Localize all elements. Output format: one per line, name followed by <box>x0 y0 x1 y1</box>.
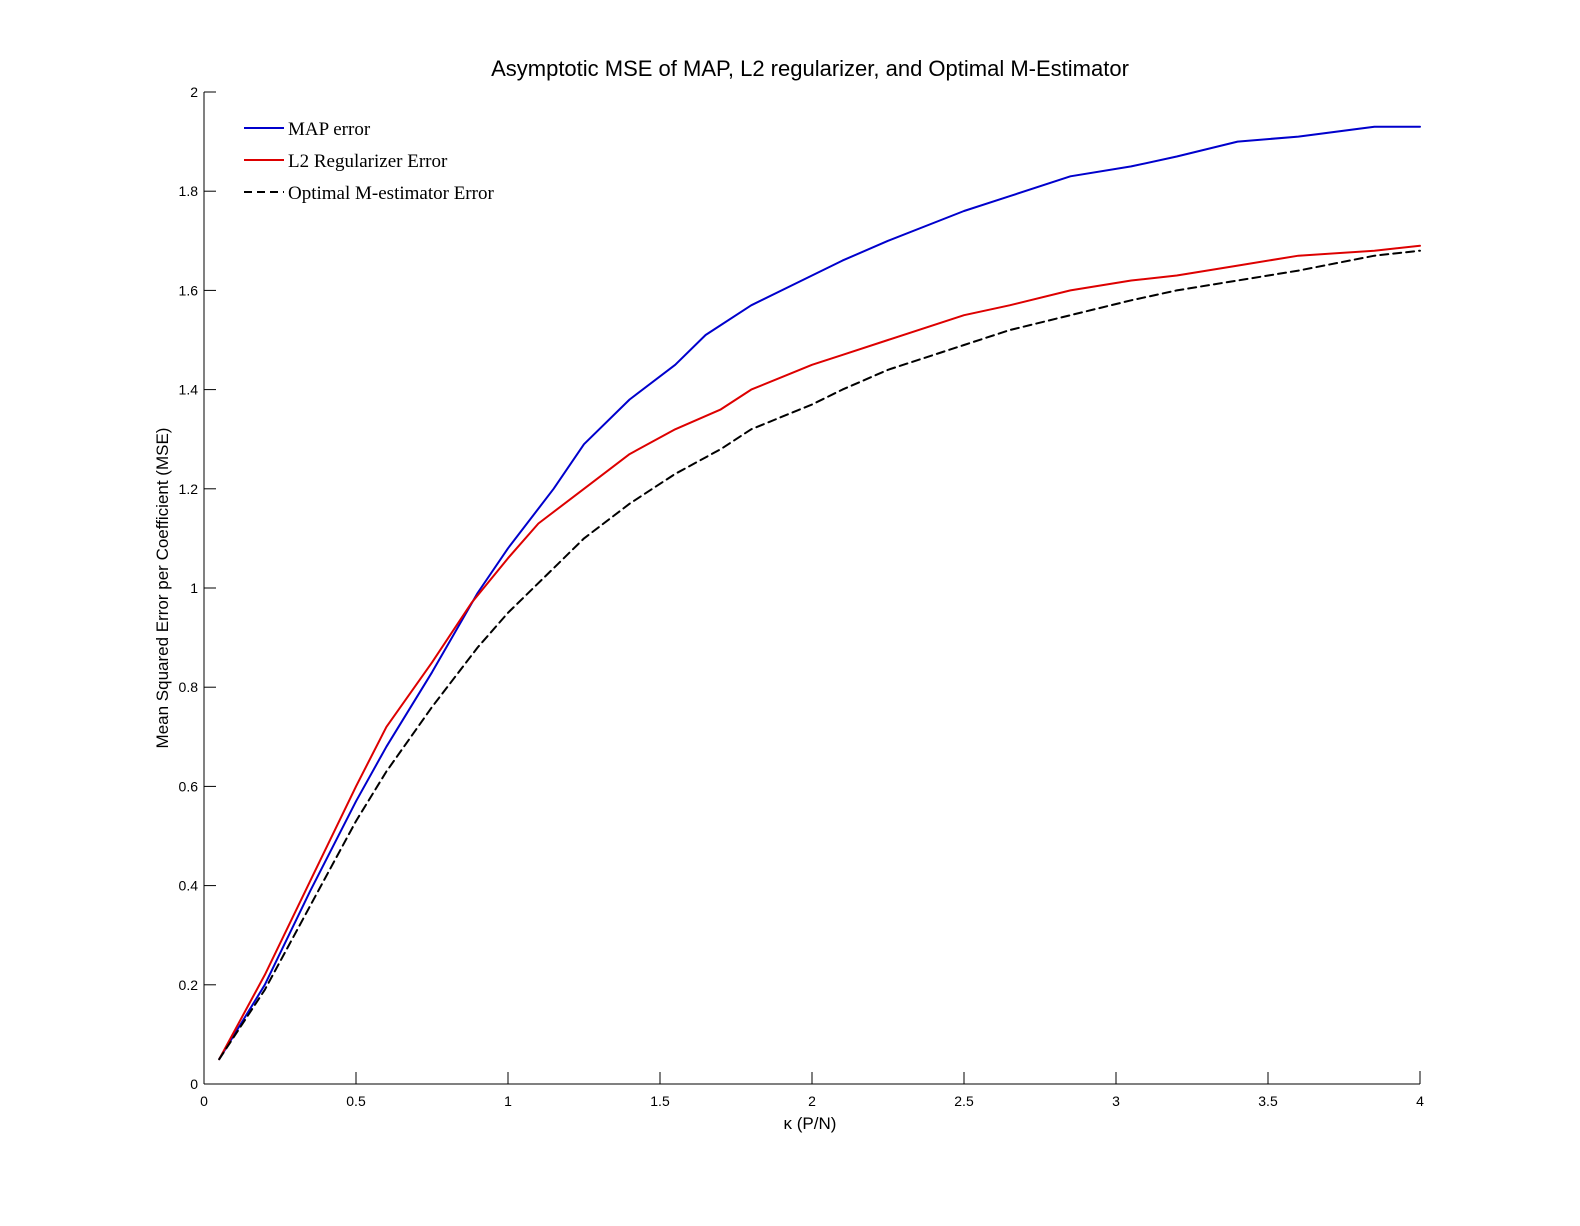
x-tick-label: 4 <box>1416 1093 1424 1109</box>
x-tick-label: 3 <box>1112 1093 1120 1109</box>
y-tick-label: 2 <box>190 84 198 100</box>
y-axis-title: Mean Squared Error per Coefficient (MSE) <box>153 428 172 749</box>
legend-label: L2 Regularizer Error <box>288 151 448 172</box>
x-axis-title: κ (P/N) <box>784 1114 837 1133</box>
y-tick-label: 0 <box>190 1076 198 1092</box>
y-tick-label: 0.6 <box>179 778 199 794</box>
x-tick-label: 0.5 <box>346 1093 366 1109</box>
x-tick-label: 0 <box>200 1093 208 1109</box>
y-tick-label: 1.2 <box>179 481 199 497</box>
y-tick-label: 1 <box>190 580 198 596</box>
legend-label: Optimal M-estimator Error <box>288 183 494 204</box>
y-tick-label: 0.2 <box>179 977 199 993</box>
legend-label: MAP error <box>288 119 371 140</box>
x-tick-label: 1.5 <box>650 1093 670 1109</box>
y-axis-ticks: 0 0.2 0.4 0.6 0.8 1 1.2 1.4 1.6 1.8 2 <box>179 84 216 1092</box>
y-tick-label: 0.4 <box>179 878 199 894</box>
y-tick-label: 1.6 <box>179 282 199 298</box>
chart-title: Asymptotic MSE of MAP, L2 regularizer, a… <box>491 56 1129 81</box>
y-tick-label: 0.8 <box>179 679 199 695</box>
x-tick-label: 2.5 <box>954 1093 974 1109</box>
y-tick-label: 1.4 <box>179 382 199 398</box>
x-axis-ticks: 0 0.5 1 1.5 2 2.5 3 3.5 4 <box>200 1072 1424 1109</box>
series-line-3 <box>218 249 1421 1061</box>
x-tick-label: 3.5 <box>1258 1093 1278 1109</box>
series-line-1 <box>218 125 1421 1061</box>
series-line-2 <box>218 244 1421 1061</box>
legend: MAP error L2 Regularizer Error Optimal M-e… <box>244 119 494 204</box>
series-layer <box>218 125 1421 1061</box>
x-tick-label: 1 <box>504 1093 512 1109</box>
plot-area <box>203 92 1421 1085</box>
y-tick-label: 1.8 <box>179 183 199 199</box>
x-tick-label: 2 <box>808 1093 816 1109</box>
